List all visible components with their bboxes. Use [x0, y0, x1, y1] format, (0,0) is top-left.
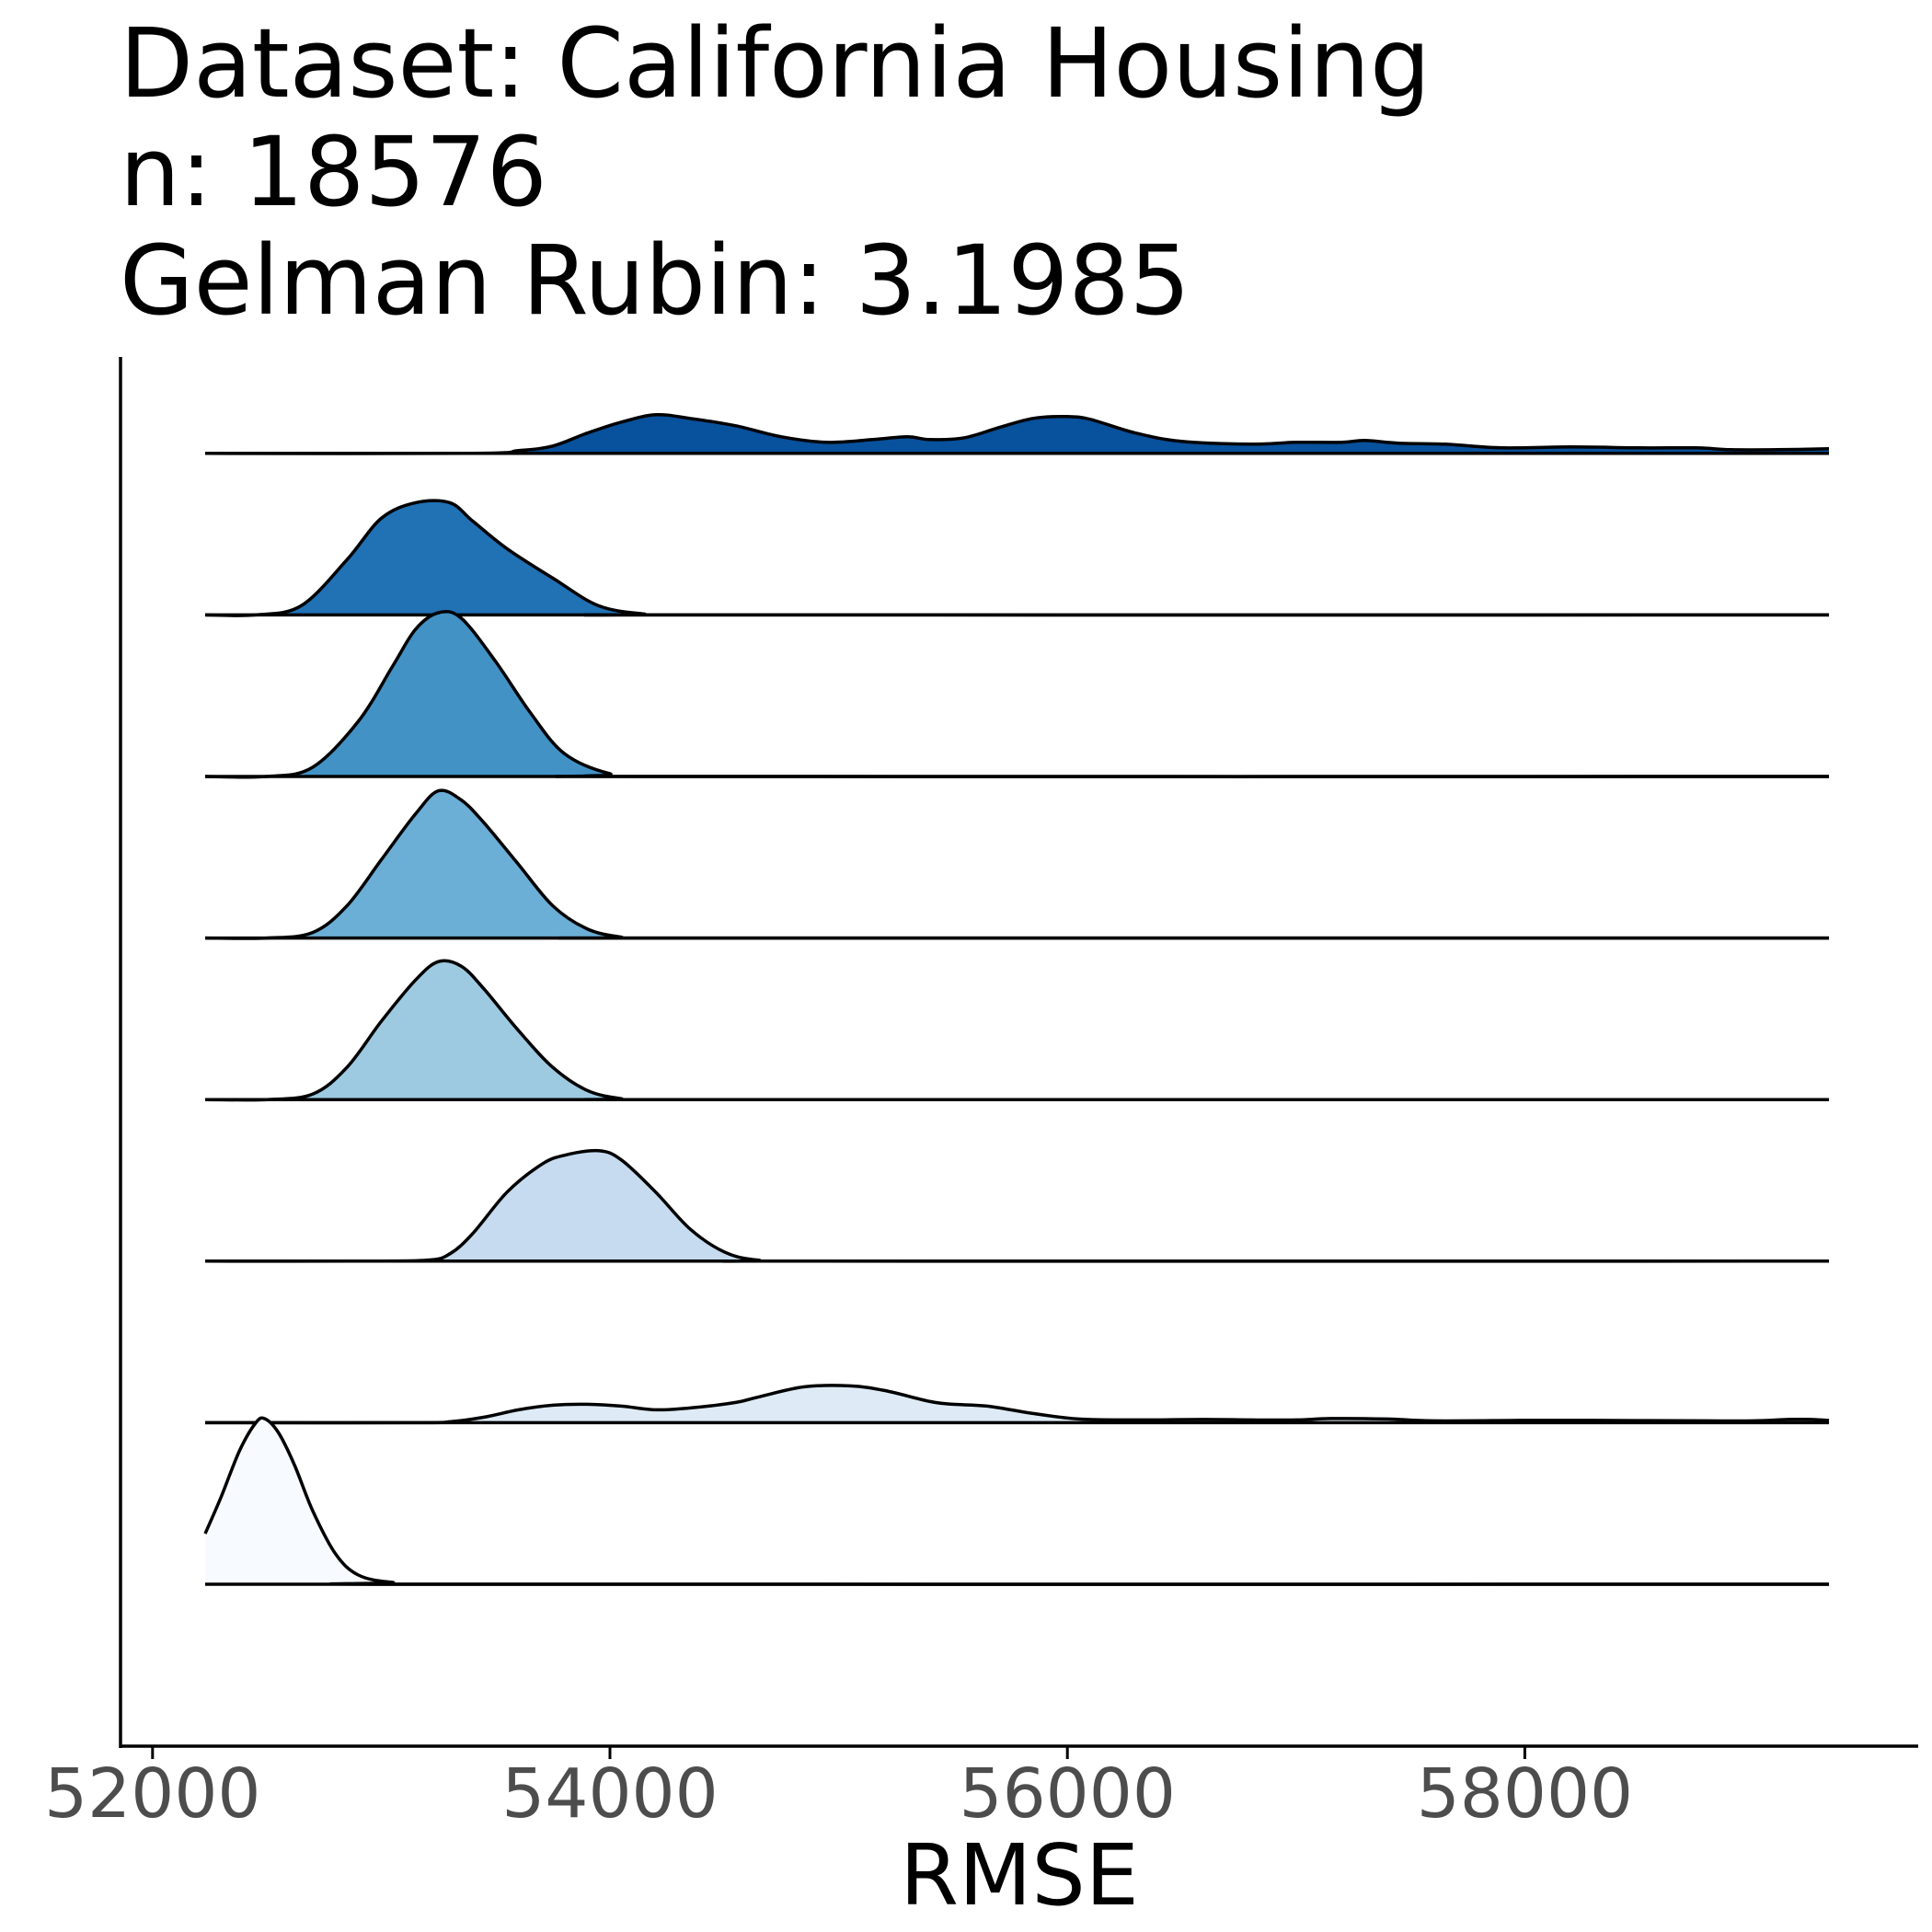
ridge-3 [204, 1148, 1830, 1263]
ridge-line-7 [204, 499, 1830, 617]
ridge-area-2 [205, 1385, 1829, 1423]
x-tick-label: 58000 [1417, 1754, 1633, 1834]
ridge-area-6 [205, 611, 1829, 777]
ridge-area-1 [205, 1418, 1829, 1585]
ridge-line-2 [204, 1384, 1830, 1425]
ridge-5 [204, 788, 1830, 940]
x-tick-label: 54000 [501, 1754, 718, 1834]
ridge-2 [204, 1384, 1830, 1425]
x-axis-title: RMSE [900, 1826, 1139, 1925]
x-ticks-group: 52000 54000 56000 58000 [44, 1746, 1633, 1834]
ridge-area-3 [205, 1150, 1829, 1261]
ridge-6 [204, 609, 1830, 779]
title-line-n: n: 18576 [120, 116, 547, 228]
ridge-4 [204, 959, 1830, 1102]
ridge-line-3 [204, 1148, 1830, 1263]
ridge-line-6 [204, 609, 1830, 779]
ridge-8 [204, 412, 1830, 455]
ridge-line-4 [204, 959, 1830, 1102]
ridge-area-4 [205, 960, 1829, 1100]
title-line-gelman-rubin: Gelman Rubin: 3.1985 [120, 224, 1190, 337]
ridge-area-5 [205, 790, 1829, 939]
ridge-7 [204, 499, 1830, 617]
x-tick-label: 52000 [44, 1754, 260, 1834]
ridge-line-1 [203, 1416, 1830, 1586]
ridges-group [203, 412, 1830, 1586]
ridge-1 [203, 1416, 1830, 1586]
ridge-line-5 [204, 788, 1830, 940]
title-line-dataset: Dataset: California Housing [120, 7, 1432, 120]
ridge-area-7 [205, 500, 1829, 616]
ridge-line-8 [204, 412, 1830, 455]
chart-title: Dataset: California Housing n: 18576 Gel… [120, 9, 1431, 335]
x-tick-label: 56000 [960, 1754, 1176, 1834]
